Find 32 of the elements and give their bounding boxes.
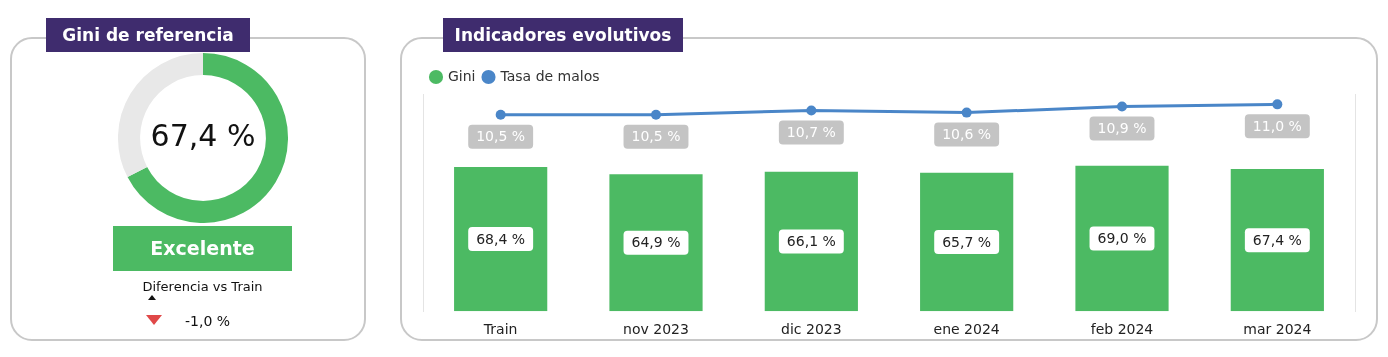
data-label: 66,1 % <box>786 233 836 250</box>
legend-label: Gini <box>448 67 476 84</box>
data-label: 67,4 % <box>1252 231 1302 248</box>
chart-title: Indicadores evolutivos <box>443 18 683 52</box>
x-tick-label: dic 2023 <box>781 321 842 338</box>
x-tick-label: nov 2023 <box>623 321 689 338</box>
text: Diferencia vs Train <box>141 279 264 294</box>
data-label: 65,7 % <box>942 233 992 250</box>
data-label: 10,9 % <box>1097 120 1147 137</box>
text: 67,4 % <box>149 118 257 153</box>
x-tick-label: Train <box>482 321 518 338</box>
x-tick-label: mar 2024 <box>1243 321 1312 338</box>
point <box>495 109 506 120</box>
point <box>1272 99 1283 110</box>
data-label: 69,0 % <box>1097 230 1147 247</box>
point <box>806 105 817 116</box>
text: -1,0 % <box>185 313 231 329</box>
point <box>1117 101 1127 112</box>
text: Excelente <box>113 226 292 271</box>
legend-label: Tasa de malos <box>499 67 600 84</box>
data-label: 10,5 % <box>631 128 681 145</box>
point <box>961 107 972 118</box>
data-label: 11,0 % <box>1252 117 1302 134</box>
data-label: 10,7 % <box>786 124 836 141</box>
point <box>651 109 661 120</box>
data-label: 10,6 % <box>942 126 992 143</box>
chart-title: Gini de referencia <box>46 18 250 52</box>
x-tick-label: ene 2024 <box>933 321 1000 338</box>
data-label: 68,4 % <box>476 230 526 247</box>
x-tick-label: feb 2024 <box>1090 321 1154 338</box>
data-label: 10,5 % <box>476 128 526 145</box>
data-label: 64,9 % <box>631 234 681 251</box>
